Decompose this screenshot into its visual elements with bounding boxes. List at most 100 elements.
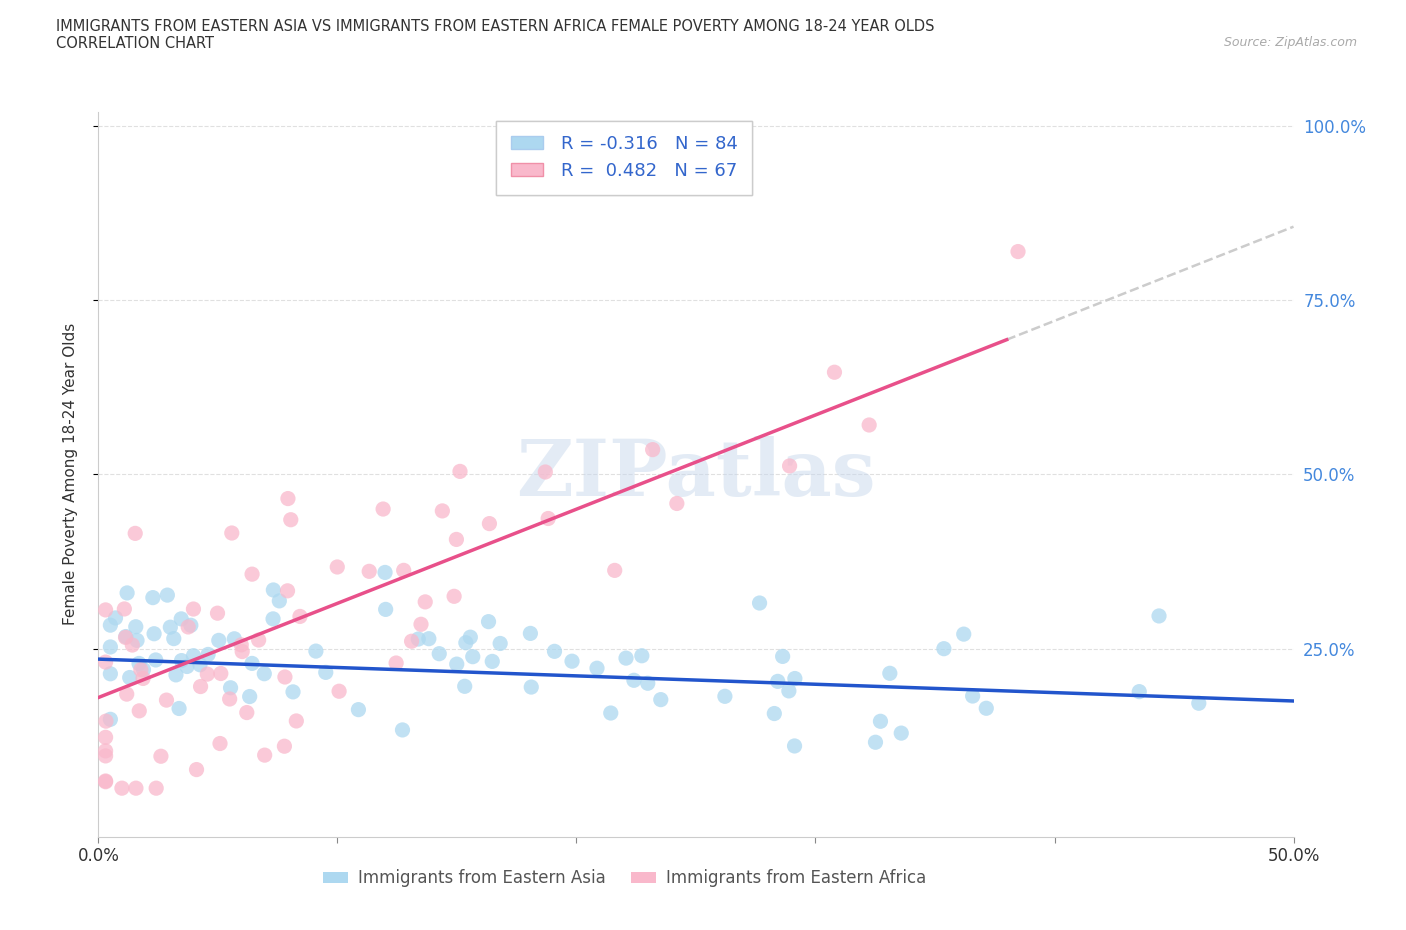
Point bbox=[239, 689, 262, 704]
Point bbox=[276, 583, 298, 598]
Point bbox=[1188, 696, 1211, 711]
Point bbox=[115, 686, 138, 701]
Point bbox=[418, 631, 440, 646]
Point bbox=[118, 671, 141, 685]
Point bbox=[305, 644, 328, 658]
Point bbox=[94, 749, 117, 764]
Point bbox=[869, 714, 891, 729]
Point bbox=[586, 661, 609, 676]
Point bbox=[281, 684, 304, 699]
Point bbox=[534, 465, 557, 480]
Point bbox=[114, 629, 136, 644]
Point bbox=[326, 560, 349, 575]
Point bbox=[98, 640, 122, 655]
Point bbox=[98, 666, 122, 681]
Point bbox=[427, 646, 450, 661]
Point bbox=[159, 619, 181, 634]
Point bbox=[269, 593, 291, 608]
Point bbox=[129, 662, 152, 677]
Point bbox=[489, 636, 512, 651]
Point bbox=[195, 667, 218, 682]
Point bbox=[128, 656, 150, 671]
Point bbox=[443, 589, 465, 604]
Point bbox=[603, 563, 626, 578]
Point bbox=[190, 679, 212, 694]
Point bbox=[94, 655, 117, 670]
Point bbox=[371, 501, 394, 516]
Point bbox=[748, 595, 770, 610]
Point bbox=[262, 582, 284, 597]
Point bbox=[221, 525, 243, 540]
Point bbox=[772, 649, 794, 664]
Point bbox=[1007, 244, 1029, 259]
Point bbox=[274, 670, 297, 684]
Point bbox=[128, 703, 150, 718]
Point bbox=[240, 656, 263, 671]
Point bbox=[408, 631, 430, 646]
Point bbox=[623, 672, 645, 687]
Text: Source: ZipAtlas.com: Source: ZipAtlas.com bbox=[1223, 36, 1357, 49]
Point bbox=[231, 644, 253, 659]
Point bbox=[180, 618, 202, 632]
Point bbox=[145, 653, 167, 668]
Point bbox=[461, 649, 484, 664]
Point bbox=[115, 586, 138, 601]
Point bbox=[156, 588, 179, 603]
Point bbox=[98, 711, 122, 726]
Point bbox=[208, 633, 231, 648]
Point bbox=[374, 602, 396, 617]
Point bbox=[170, 653, 193, 668]
Point bbox=[543, 644, 565, 658]
Point bbox=[209, 666, 232, 681]
Y-axis label: Female Poverty Among 18-24 Year Olds: Female Poverty Among 18-24 Year Olds bbox=[63, 324, 77, 626]
Point bbox=[409, 617, 432, 631]
Point bbox=[890, 725, 912, 740]
Point bbox=[197, 647, 219, 662]
Point bbox=[285, 713, 308, 728]
Point bbox=[879, 666, 901, 681]
Point bbox=[125, 619, 148, 634]
Point bbox=[962, 688, 984, 703]
Point bbox=[177, 619, 200, 634]
Point bbox=[537, 512, 560, 526]
Legend: Immigrants from Eastern Asia, Immigrants from Eastern Africa: Immigrants from Eastern Asia, Immigrants… bbox=[316, 863, 932, 894]
Point bbox=[98, 618, 122, 632]
Text: CORRELATION CHART: CORRELATION CHART bbox=[56, 36, 214, 51]
Point bbox=[432, 503, 454, 518]
Point bbox=[125, 781, 148, 796]
Point bbox=[253, 748, 276, 763]
Point bbox=[94, 774, 117, 789]
Point bbox=[165, 668, 187, 683]
Point bbox=[208, 736, 231, 751]
Point bbox=[665, 496, 688, 511]
Point bbox=[519, 626, 541, 641]
Point bbox=[637, 676, 659, 691]
Point bbox=[143, 626, 166, 641]
Point bbox=[183, 648, 205, 663]
Point bbox=[1128, 684, 1150, 699]
Point bbox=[478, 516, 501, 531]
Point bbox=[280, 512, 302, 527]
Point bbox=[273, 738, 295, 753]
Point bbox=[974, 701, 997, 716]
Point bbox=[155, 693, 177, 708]
Point bbox=[231, 637, 253, 652]
Point bbox=[454, 679, 477, 694]
Point bbox=[149, 749, 172, 764]
Point bbox=[94, 775, 117, 790]
Point bbox=[94, 713, 117, 728]
Point bbox=[783, 738, 806, 753]
Point bbox=[207, 605, 229, 620]
Point bbox=[112, 602, 135, 617]
Point bbox=[630, 648, 652, 663]
Point bbox=[145, 781, 167, 796]
Point bbox=[385, 656, 408, 671]
Point bbox=[247, 632, 270, 647]
Point bbox=[413, 594, 436, 609]
Point bbox=[932, 642, 955, 657]
Point bbox=[766, 674, 789, 689]
Point bbox=[392, 563, 415, 578]
Point bbox=[170, 611, 193, 626]
Point bbox=[779, 458, 801, 473]
Point bbox=[359, 564, 381, 578]
